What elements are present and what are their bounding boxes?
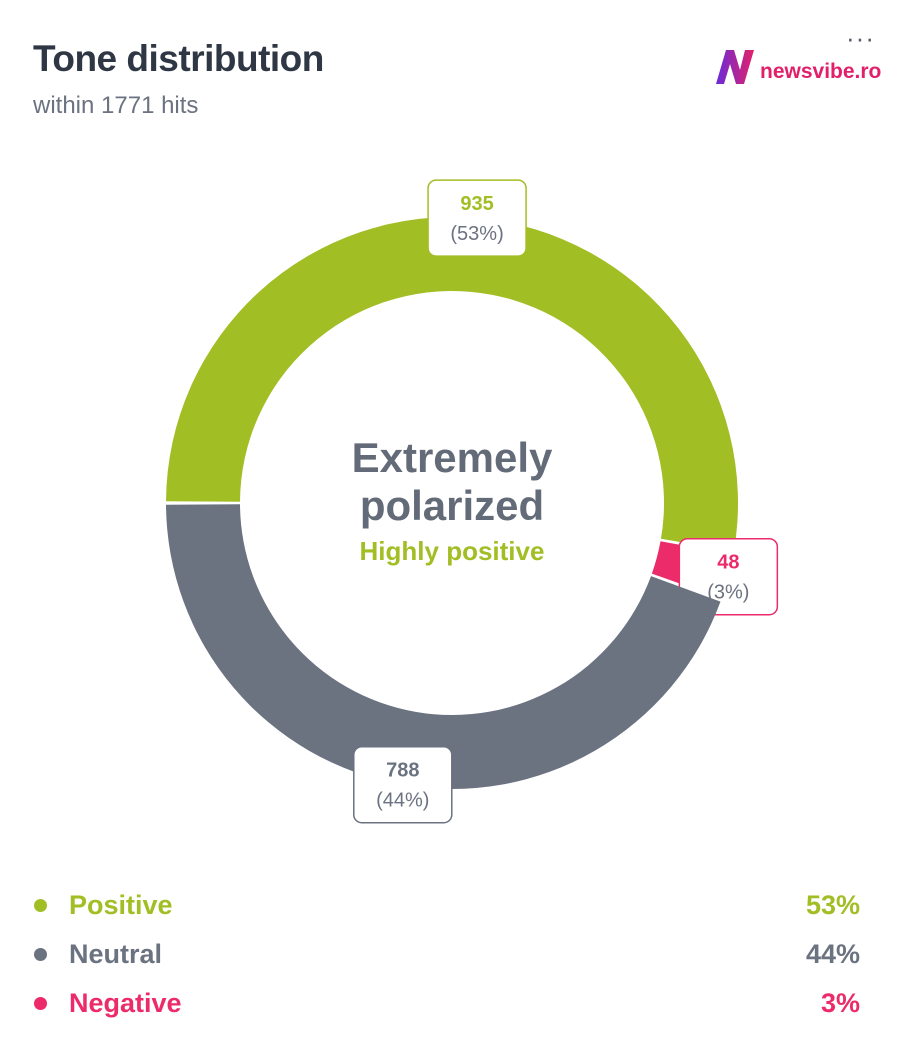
data-label-neutral: 788 (44%)	[353, 745, 453, 824]
data-label-value: 788	[386, 760, 419, 782]
logo-text: newsvibe.ro	[760, 60, 882, 83]
center-label-line2: polarized	[359, 482, 545, 529]
data-label-positive: 935 (53%)	[427, 179, 527, 257]
legend-value: 44%	[805, 939, 860, 969]
legend-item-positive[interactable]: Positive 53%	[34, 890, 860, 921]
chart-subtitle: within 1771 hits	[33, 92, 199, 119]
newsvibe-n-icon	[716, 50, 754, 84]
legend-item-neutral[interactable]: Neutral 44%	[34, 939, 860, 970]
legend-dot-neutral	[34, 948, 47, 961]
data-label-box	[427, 179, 527, 257]
legend-value: 3%	[820, 988, 860, 1018]
legend-dot-positive	[34, 899, 47, 912]
slice-neutral[interactable]	[166, 504, 721, 790]
center-label-tone: Highly positive	[359, 536, 545, 566]
data-label-percent: (3%)	[707, 582, 749, 604]
legend-item-negative[interactable]: Negative 3%	[34, 988, 860, 1019]
data-label-value: 935	[460, 193, 493, 215]
center-label-line1: Extremely	[351, 434, 553, 481]
legend-label: Positive	[69, 890, 173, 920]
data-label-percent: (53%)	[450, 223, 503, 245]
more-dots-icon[interactable]: ···	[846, 23, 875, 53]
legend-dot-negative	[34, 997, 47, 1010]
legend-label: Negative	[69, 988, 182, 1018]
newsvibe-logo: newsvibe.ro	[714, 44, 881, 86]
legend-label: Neutral	[69, 939, 163, 969]
data-label-box	[353, 745, 453, 824]
chart-title: Tone distribution	[33, 38, 324, 79]
data-label-percent: (44%)	[376, 790, 429, 812]
slice-positive[interactable]	[166, 217, 739, 552]
data-label-value: 48	[717, 552, 739, 574]
legend-value: 53%	[805, 890, 860, 920]
